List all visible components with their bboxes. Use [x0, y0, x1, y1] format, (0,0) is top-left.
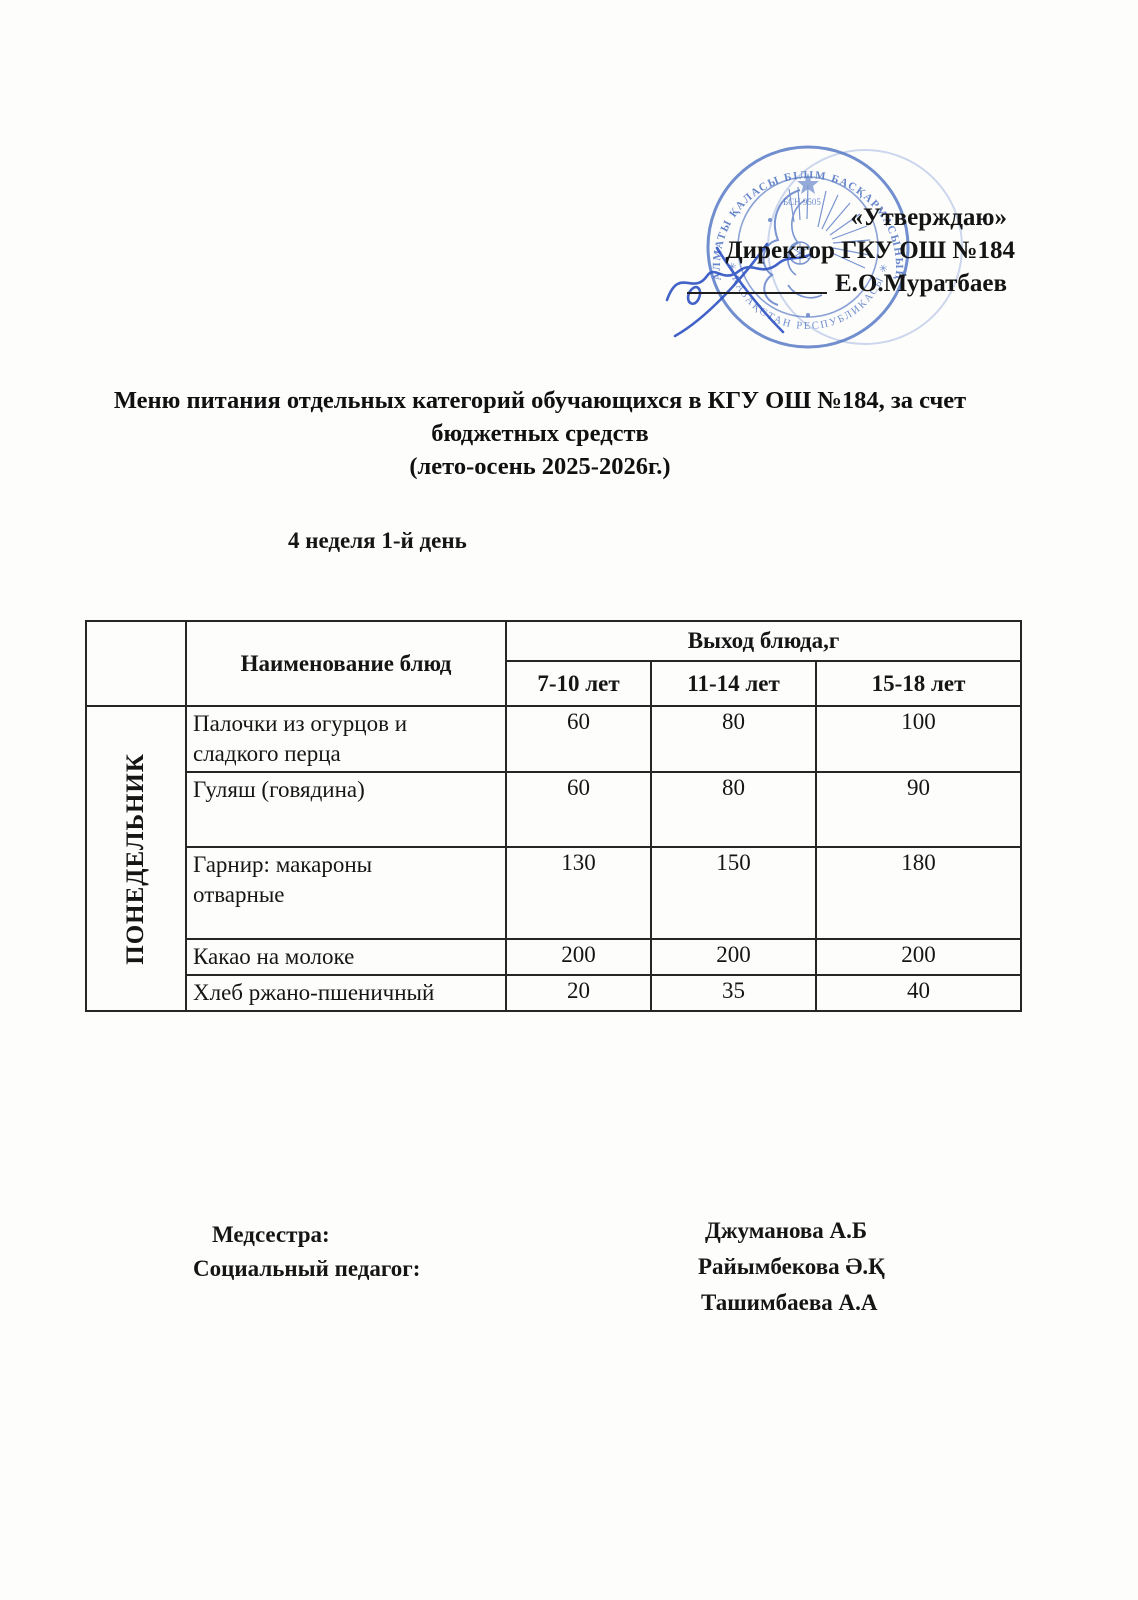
menu-table: Наименование блюд Выход блюда,г 7-10 лет…: [85, 620, 1023, 1012]
col-header-age-11-14: 11-14 лет: [650, 660, 817, 707]
table-row: Какао на молоке 200 200 200: [86, 938, 1023, 976]
value-cell: 20: [505, 974, 652, 1012]
dish-cell: Гарнир: макароны отварные: [185, 846, 507, 940]
value-cell: 60: [505, 771, 652, 848]
col-header-age-7-10: 7-10 лет: [505, 660, 652, 707]
col-header-age-15-18: 15-18 лет: [814, 660, 1023, 707]
document-title: Меню питания отдельных категорий обучающ…: [30, 384, 1050, 483]
title-line-3: (лето-осень 2025-2026г.): [409, 453, 671, 480]
approval-stamp: АЛМАТЫ ҚАЛАСЫ БІЛІМ БАСҚАРМАСЫНЫҢ ✳ ҚАЗА…: [645, 120, 1065, 360]
value-cell: 80: [650, 771, 817, 848]
seal-emblem-ornament: [762, 173, 871, 317]
dish-cell: Гуляш (говядина): [185, 771, 507, 848]
signee-name-1: Джуманова А.Б: [705, 1218, 868, 1243]
signature-line: [687, 278, 827, 294]
value-cell: 200: [814, 938, 1023, 976]
value-cell: 60: [505, 705, 652, 773]
value-cell: 100: [814, 705, 1023, 773]
dish-cell: Какао на молоке: [185, 938, 507, 976]
title-line-1: Меню питания отдельных категорий обучающ…: [113, 387, 967, 414]
signee-name-3: Ташимбаева А.А: [701, 1290, 878, 1315]
value-cell: 90: [814, 771, 1023, 848]
table-row: Хлеб ржано-пшеничный 20 35 40: [86, 974, 1023, 1012]
role-nurse-label: Медсестра:: [212, 1222, 330, 1247]
value-cell: 200: [650, 938, 817, 976]
role-social-pedagogue-label: Социальный педагог:: [193, 1256, 421, 1281]
director-title: Директор ГКУ ОШ №184: [725, 237, 1015, 264]
value-cell: 150: [650, 846, 817, 940]
col-header-dish-name: Наименование блюд: [185, 620, 507, 707]
day-header-empty-cell: [85, 620, 187, 707]
day-label: ПОНЕДЕЛЬНИК: [122, 752, 149, 965]
table-row: Гарнир: макароны отварные 130 150 180: [86, 846, 1023, 940]
dish-cell: Хлеб ржано-пшеничный: [185, 974, 507, 1012]
week-day-subtitle: 4 неделя 1-й день: [288, 528, 467, 553]
dish-cell: Палочки из огурцов и сладкого перца: [185, 705, 507, 773]
col-header-output-group: Выход блюда,г: [504, 620, 1023, 662]
value-cell: 200: [505, 938, 652, 976]
signee-name-2: Райымбекова Ә.Қ: [698, 1254, 885, 1279]
table-row: Гуляш (говядина) 60 80 90: [86, 771, 1023, 848]
value-cell: 80: [650, 705, 817, 773]
value-cell: 35: [650, 974, 817, 1012]
value-cell: 180: [814, 846, 1023, 940]
seal-graphic: АЛМАТЫ ҚАЛАСЫ БІЛІМ БАСҚАРМАСЫНЫҢ ✳ ҚАЗА…: [706, 145, 963, 349]
value-cell: 130: [505, 846, 652, 940]
director-name: Е.О.Муратбаев: [834, 270, 1007, 297]
approve-label: «Утверждаю»: [850, 204, 1007, 231]
value-cell: 40: [814, 974, 1023, 1012]
table-row: ПОНЕДЕЛЬНИК Палочки из огурцов и сладког…: [85, 705, 1023, 1012]
day-cell: ПОНЕДЕЛЬНИК: [85, 705, 187, 1012]
title-line-2: бюджетных средств: [431, 420, 649, 447]
